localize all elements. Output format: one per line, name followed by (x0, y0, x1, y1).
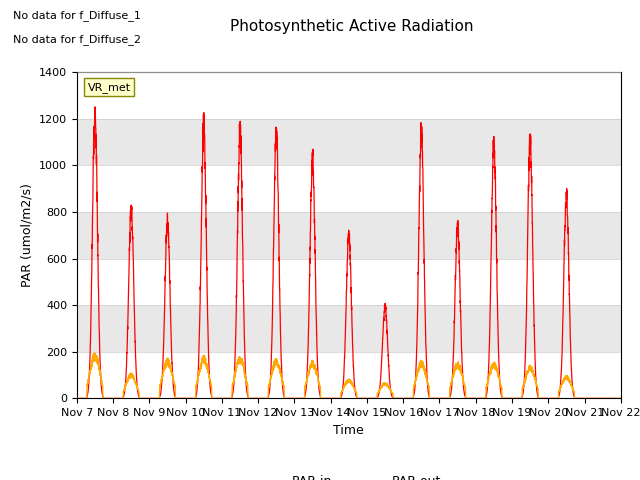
Bar (77, 305, 621, 352)
Text: No data for f_Diffuse_1: No data for f_Diffuse_1 (13, 10, 141, 21)
X-axis label: Time: Time (333, 424, 364, 437)
Text: Photosynthetic Active Radiation: Photosynthetic Active Radiation (230, 19, 474, 34)
Y-axis label: PAR (umol/m2/s): PAR (umol/m2/s) (20, 183, 33, 287)
Bar (77, 212, 621, 259)
Text: No data for f_Diffuse_2: No data for f_Diffuse_2 (13, 34, 141, 45)
Legend: PAR in, PAR out: PAR in, PAR out (252, 470, 445, 480)
Text: VR_met: VR_met (88, 82, 131, 93)
Bar (77, 119, 621, 165)
